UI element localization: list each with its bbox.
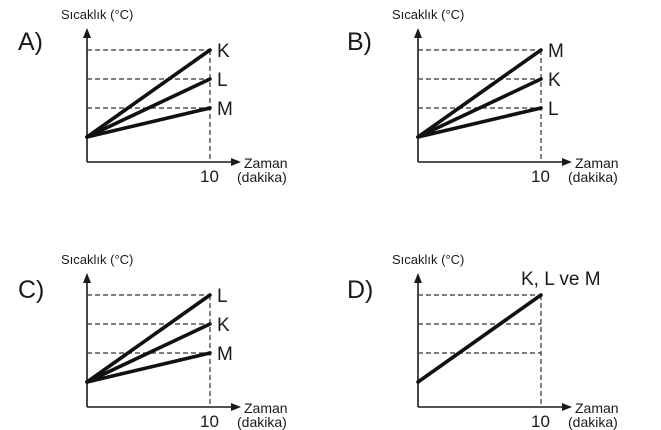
y-axis-arrowhead	[83, 28, 91, 38]
x-tick-label: 10	[200, 167, 219, 186]
series-line-l	[85, 293, 212, 384]
option-letter: C)	[18, 276, 44, 304]
y-axis-label: Sıcaklık (°C)	[61, 252, 133, 267]
x-axis-label: Zaman	[575, 400, 619, 416]
option-letter: D)	[347, 276, 373, 304]
y-axis-label: Sıcaklık (°C)	[392, 252, 464, 267]
x-axis-arrowhead	[231, 158, 241, 166]
x-axis-arrowhead	[231, 403, 241, 411]
chart-option-2: B) Sıcaklık (°C) MKL 10 Zaman(dakika)	[347, 7, 619, 186]
series-line-m	[416, 48, 543, 139]
x-tick-label: 10	[531, 412, 550, 430]
series-label: M	[217, 99, 233, 120]
series-line-k	[85, 48, 212, 139]
x-axis-label: Zaman	[575, 155, 619, 171]
series-label: M	[217, 344, 233, 365]
y-axis-arrowhead	[414, 273, 422, 283]
series-label: K, L ve M	[521, 269, 601, 290]
series-line-k	[416, 77, 543, 139]
chart-option-3: C) Sıcaklık (°C) LKM 10 Zaman(dakika)	[18, 252, 288, 430]
series-label: L	[217, 70, 228, 91]
series-line-l	[85, 77, 212, 139]
y-axis-label: Sıcaklık (°C)	[61, 7, 133, 22]
x-axis-arrowhead	[562, 158, 572, 166]
x-axis-unit: (dakika)	[568, 169, 618, 185]
x-axis-unit: (dakika)	[237, 414, 287, 430]
series-label: K	[217, 41, 230, 62]
option-letter: A)	[18, 28, 43, 56]
series-label: L	[217, 286, 228, 307]
series-line-m	[85, 351, 212, 384]
chart-option-1: A) Sıcaklık (°C) KLM 10 Zaman(dakika)	[18, 7, 288, 186]
series-label: M	[548, 41, 564, 62]
y-axis-label: Sıcaklık (°C)	[392, 7, 464, 22]
series-line-k	[85, 322, 212, 384]
x-axis-unit: (dakika)	[568, 414, 618, 430]
series-label: K	[217, 315, 230, 336]
y-axis-arrowhead	[83, 273, 91, 283]
series-line-klvem	[416, 293, 543, 384]
series-label: K	[548, 70, 561, 91]
option-letter: B)	[347, 28, 372, 56]
series-line-l	[416, 106, 543, 139]
x-axis-unit: (dakika)	[237, 169, 287, 185]
x-axis-label: Zaman	[244, 400, 288, 416]
series-line-m	[85, 106, 212, 139]
x-axis-arrowhead	[562, 403, 572, 411]
x-axis-label: Zaman	[244, 155, 288, 171]
x-tick-label: 10	[200, 412, 219, 430]
y-axis-arrowhead	[414, 28, 422, 38]
chart-option-4: D) Sıcaklık (°C) K, L ve M 10 Zaman(dakika)	[347, 252, 619, 430]
x-tick-label: 10	[531, 167, 550, 186]
series-label: L	[548, 99, 559, 120]
